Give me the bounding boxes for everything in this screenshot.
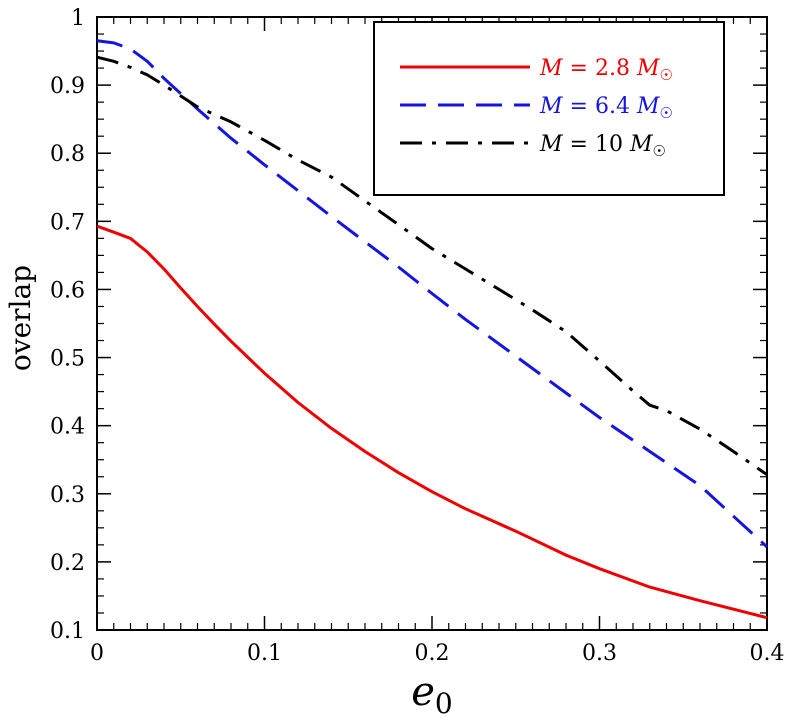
y-tick-label: 0.9	[50, 74, 85, 99]
y-tick-label: 0.6	[50, 278, 85, 303]
series-line-1	[96, 224, 768, 620]
series-lines	[96, 39, 769, 620]
y-tick-label: 0.7	[50, 210, 85, 235]
y-tick-label: 1	[71, 6, 85, 31]
y-axis-title: overlap	[4, 265, 37, 371]
axis-tick-labels: 0 0.1 0.2 0.3 0.40.10.20.30.40.50.60.70.80.9…	[50, 6, 785, 666]
legend: M = 2.8 M☉ M = 6.4 M☉ M = 10 M☉	[373, 21, 725, 196]
y-tick-label: 0.1	[50, 619, 85, 644]
y-tick-label: 0.3	[50, 483, 85, 508]
x-tick-label: 0	[90, 641, 104, 666]
legend-label-3: M = 10 M☉	[539, 132, 666, 160]
x-tick-label: 0.4	[750, 641, 785, 666]
axis-ticks	[96, 16, 768, 631]
legend-box	[373, 21, 725, 196]
y-tick-label: 0.8	[50, 142, 85, 167]
x-tick-label: 0.1	[247, 641, 282, 666]
legend-label-1: M = 2.8 M☉	[539, 56, 673, 84]
x-axis-title-subscript: 0	[435, 687, 453, 719]
y-tick-label: 0.4	[50, 415, 85, 440]
x-axis-title: e0	[411, 669, 453, 719]
series-line-3	[96, 55, 768, 476]
y-tick-label: 0.2	[50, 551, 85, 576]
x-tick-label: 0.2	[415, 641, 450, 666]
series-line-2	[96, 39, 769, 549]
legend-label-2: M = 6.4 M☉	[539, 94, 673, 122]
x-axis-title-symbol: e	[411, 669, 435, 715]
y-tick-label: 0.5	[50, 347, 85, 372]
x-tick-label: 0.3	[582, 641, 617, 666]
